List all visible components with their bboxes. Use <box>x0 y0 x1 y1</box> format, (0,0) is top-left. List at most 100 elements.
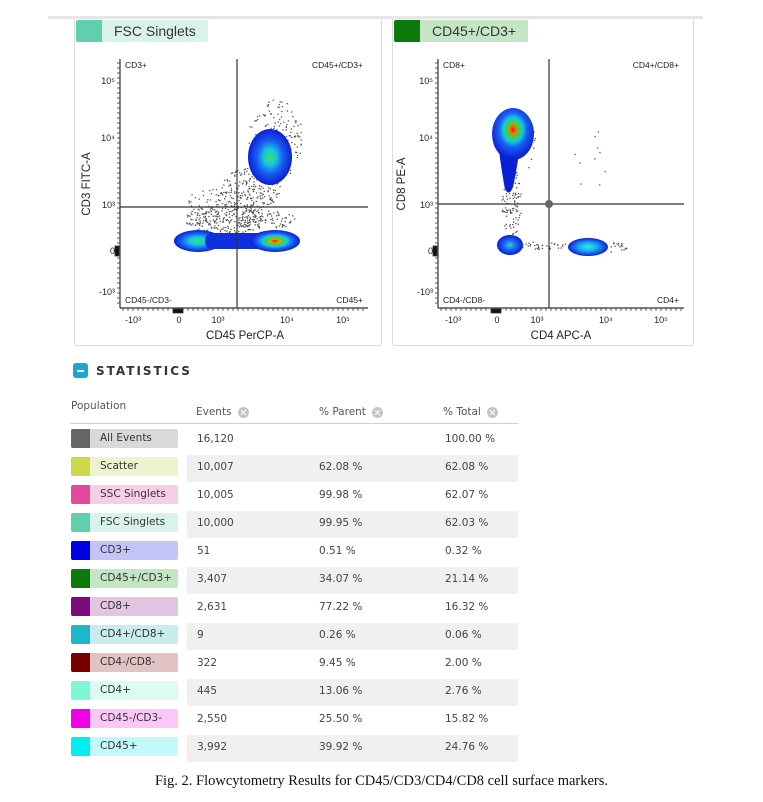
event-dot <box>241 217 243 219</box>
event-dot <box>258 226 260 228</box>
table-row[interactable]: CD45-/CD3- 2,550 25.50 % 15.82 % <box>71 708 517 733</box>
event-dot <box>260 192 263 195</box>
population-chip[interactable]: CD4+/CD8+ <box>71 625 178 644</box>
event-dot <box>245 182 248 185</box>
population-chip[interactable]: CD4-/CD8- <box>71 653 178 672</box>
population-color-swatch <box>71 597 90 616</box>
event-dot <box>248 180 250 182</box>
remove-column-icon[interactable] <box>237 406 249 418</box>
event-dot <box>233 227 235 229</box>
population-chip[interactable]: FSC Singlets <box>71 513 178 532</box>
population-chip[interactable]: CD45+ <box>71 737 178 756</box>
event-dot <box>199 217 201 219</box>
quadrant-label-bottom-left: CD4-/CD8- <box>443 295 485 305</box>
event-dot <box>519 195 521 198</box>
event-dot <box>216 215 218 217</box>
event-dot <box>228 180 231 182</box>
event-dot <box>250 210 252 212</box>
gate-center-handle[interactable] <box>545 200 553 208</box>
event-dot <box>286 110 289 112</box>
event-dot <box>241 214 243 216</box>
table-row[interactable]: CD8+ 2,631 77.22 % 16.32 % <box>71 596 517 621</box>
event-dot <box>199 220 201 222</box>
table-row[interactable]: SSC Singlets 10,005 99.98 % 62.07 % <box>71 484 517 509</box>
event-dot <box>221 221 224 223</box>
dot-plot-cd4-cd8[interactable]: 10⁵ 10⁴ 10³ 0 -10³ -10³ 0 10³ 10⁴ 10⁵ CD… <box>393 19 693 345</box>
plot-panel-fsc-singlets[interactable]: FSC Singlets 10⁵ 10⁴ 10³ <box>74 19 382 346</box>
population-name: FSC Singlets <box>90 513 178 532</box>
population-chip[interactable]: CD8+ <box>71 597 178 616</box>
event-dot <box>202 190 204 192</box>
event-dot <box>273 125 276 128</box>
event-dot <box>300 139 302 141</box>
event-dot <box>190 212 192 214</box>
event-dot <box>292 115 294 118</box>
event-dot <box>205 220 207 223</box>
event-dot <box>227 227 229 229</box>
event-dot <box>204 217 206 219</box>
population-chip[interactable]: Scatter <box>71 457 178 476</box>
plot-panel-cd45-cd3[interactable]: CD45+/CD3+ 10⁵ 10⁴ 10³ 0 -10³ <box>392 19 694 346</box>
table-row[interactable]: CD45+ 3,992 39.92 % 24.76 % <box>71 735 518 762</box>
event-dot <box>259 207 261 209</box>
population-chip[interactable]: CD45+/CD3+ <box>71 569 178 588</box>
event-dot <box>224 198 226 200</box>
population-name: CD45+/CD3+ <box>90 569 178 588</box>
event-dot <box>204 213 206 215</box>
table-row[interactable]: CD4+/CD8+ 9 0.26 % 0.06 % <box>71 623 518 650</box>
event-dot <box>272 99 274 101</box>
event-dot <box>517 193 520 195</box>
event-dot <box>514 194 517 196</box>
table-row[interactable]: All Events 16,120 100.00 % <box>71 428 517 453</box>
event-dot <box>212 219 215 221</box>
y-tick-label: -10³ <box>99 287 115 297</box>
gate-tag[interactable]: CD45+/CD3+ <box>394 20 529 42</box>
event-dot <box>512 232 515 235</box>
event-dot <box>295 135 297 137</box>
population-chip[interactable]: SSC Singlets <box>71 485 178 504</box>
remove-column-icon[interactable] <box>486 406 498 418</box>
table-row[interactable]: CD45+/CD3+ 3,407 34.07 % 21.14 % <box>71 567 518 594</box>
gate-tag[interactable]: FSC Singlets <box>76 20 208 42</box>
event-dot <box>546 245 548 247</box>
event-dot <box>277 121 279 123</box>
remove-column-icon[interactable] <box>371 406 383 418</box>
event-dot <box>230 220 232 222</box>
table-row[interactable]: CD4-/CD8- 322 9.45 % 2.00 % <box>71 652 517 677</box>
event-dot <box>248 186 250 188</box>
collapse-minus-icon[interactable] <box>73 363 88 378</box>
parent-percent-value: 39.92 % <box>319 741 363 753</box>
dot-plot-cd45-cd3[interactable]: 10⁵ 10⁴ 10³ 0 -10³ -10³ 0 10³ 10⁴ 10⁵ CD… <box>75 19 381 345</box>
event-dot <box>276 218 278 221</box>
table-row[interactable]: FSC Singlets 10,000 99.95 % 62.03 % <box>71 511 518 538</box>
event-dot <box>518 182 521 185</box>
event-dot <box>225 226 227 229</box>
table-row[interactable]: Scatter 10,007 62.08 % 62.08 % <box>71 455 518 482</box>
population-chip[interactable]: All Events <box>71 429 178 448</box>
event-dot <box>264 219 267 221</box>
event-dot <box>270 202 272 205</box>
table-row[interactable]: CD3+ 51 0.51 % 0.32 % <box>71 540 517 565</box>
event-dot <box>218 215 221 217</box>
x-tick-label: -10³ <box>445 315 461 325</box>
event-dot <box>247 196 249 198</box>
population-chip[interactable]: CD4+ <box>71 681 178 700</box>
event-dot <box>198 198 200 200</box>
event-dot <box>296 154 299 157</box>
population-name: CD8+ <box>90 597 178 616</box>
event-dot <box>210 209 212 211</box>
event-dot <box>267 191 269 193</box>
table-row[interactable]: CD4+ 445 13.06 % 2.76 % <box>71 679 518 706</box>
event-dot <box>285 126 287 128</box>
event-dot <box>285 225 287 228</box>
event-dot <box>249 219 251 221</box>
population-chip[interactable]: CD45-/CD3- <box>71 709 178 728</box>
event-dot <box>239 224 242 226</box>
event-dot <box>224 207 227 210</box>
population-chip[interactable]: CD3+ <box>71 541 178 560</box>
event-dot <box>291 141 293 144</box>
event-dot <box>223 179 226 181</box>
y-axis-label: CD8 PE-A <box>396 157 408 210</box>
event-dot <box>267 213 269 215</box>
event-dot <box>250 209 252 212</box>
